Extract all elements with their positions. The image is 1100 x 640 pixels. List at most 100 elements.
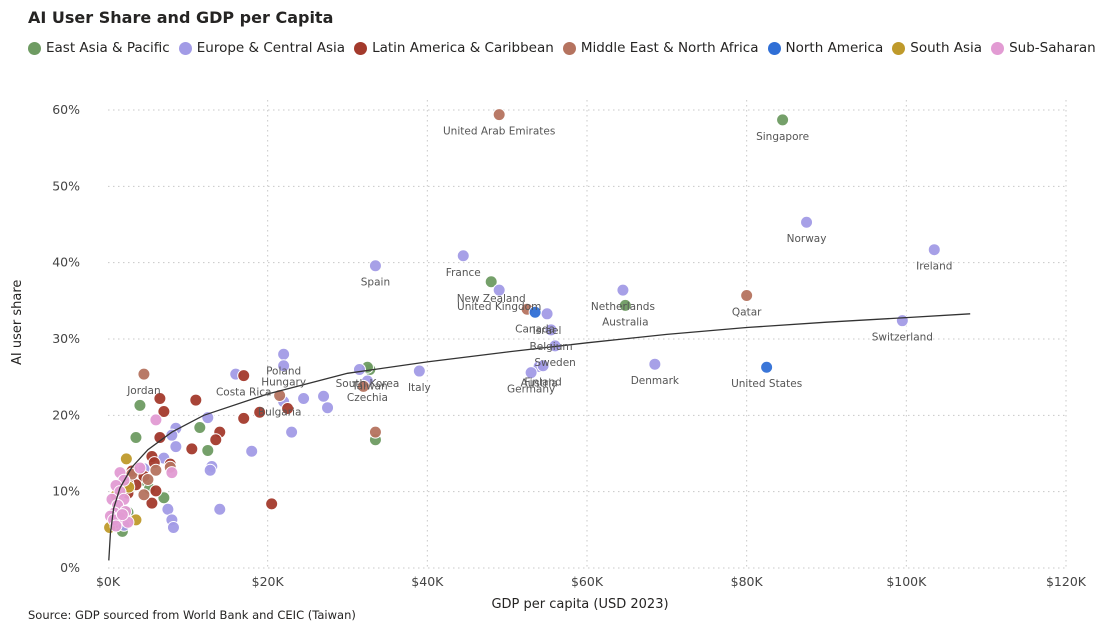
y-tick-label: 20%	[52, 407, 80, 422]
point-label: Qatar	[732, 306, 762, 318]
data-point	[273, 388, 287, 402]
legend-item[interactable]: Latin America & Caribbean	[354, 40, 554, 56]
legend-label: South Asia	[910, 40, 983, 56]
chart-title: AI User Share and GDP per Capita	[28, 8, 334, 27]
legend-marker	[28, 41, 41, 55]
data-point	[193, 421, 207, 435]
legend-item[interactable]: Sub-Saharan Africa	[991, 40, 1100, 56]
data-point	[109, 519, 123, 533]
point-label: Jordan	[126, 385, 160, 397]
point-label: France	[446, 267, 481, 279]
data-point	[265, 497, 279, 511]
data-point	[153, 430, 167, 444]
data-point	[201, 443, 215, 457]
data-point	[618, 298, 632, 312]
point-label: Austria	[521, 377, 558, 389]
legend-item[interactable]: Middle East & North Africa	[562, 40, 759, 56]
data-point	[115, 508, 129, 522]
point-label: Belgium	[530, 341, 573, 353]
data-point	[285, 425, 299, 439]
x-tick-label: $20K	[252, 574, 285, 589]
data-point	[237, 411, 251, 425]
point-label: Bulgaria	[258, 406, 302, 418]
data-point	[149, 484, 163, 498]
data-point	[169, 440, 183, 454]
x-tick-label: $60K	[571, 574, 604, 589]
data-point	[165, 466, 179, 480]
legend-label: Sub-Saharan Africa	[1009, 40, 1100, 56]
data-point	[456, 249, 470, 263]
source-note: Source: GDP sourced from World Bank and …	[28, 608, 356, 622]
point-label: Sweden	[534, 357, 576, 369]
data-point	[352, 363, 366, 377]
data-point	[740, 288, 754, 302]
y-tick-label: 0%	[60, 560, 80, 575]
x-tick-label: $120K	[1046, 574, 1087, 589]
y-tick-label: 30%	[52, 331, 80, 346]
data-point	[185, 442, 199, 456]
chart-legend: East Asia & Pacific Europe & Central Asia…	[28, 40, 1100, 56]
data-point	[927, 243, 941, 257]
data-point	[213, 502, 227, 516]
legend-label: Middle East & North Africa	[580, 40, 759, 56]
point-label: Canada	[515, 323, 555, 335]
data-point	[492, 108, 506, 122]
data-point	[368, 425, 382, 439]
data-point	[536, 359, 550, 373]
legend-item[interactable]: East Asia & Pacific	[28, 40, 170, 56]
data-point	[356, 379, 370, 393]
point-label: Costa Rica	[216, 387, 272, 399]
legend-label: North America	[785, 40, 884, 56]
trendline	[108, 313, 971, 561]
legend-item[interactable]: North America	[767, 40, 884, 56]
point-label: Germany	[507, 384, 555, 396]
legend-marker	[562, 41, 576, 55]
point-label: Ireland	[916, 261, 952, 273]
data-point	[133, 398, 147, 412]
legend-label: Europe & Central Asia	[196, 40, 346, 56]
point-label: United Kingdom	[457, 301, 541, 313]
data-point	[760, 360, 774, 374]
point-label: Israel	[533, 325, 562, 337]
legend-marker	[178, 41, 192, 55]
x-tick-label: $0K	[96, 574, 121, 589]
data-point	[166, 521, 180, 535]
legend-label: East Asia & Pacific	[46, 40, 170, 56]
point-label: Spain	[361, 277, 390, 289]
point-label: Denmark	[631, 375, 680, 387]
point-label: New Zealand	[457, 293, 526, 305]
point-label: Czechia	[347, 392, 388, 404]
legend-marker	[354, 41, 368, 55]
legend-item[interactable]: Europe & Central Asia	[178, 40, 346, 56]
data-point	[157, 405, 171, 419]
data-point	[800, 215, 814, 229]
data-point	[368, 259, 382, 273]
point-label: United States	[731, 378, 802, 390]
legend-item[interactable]: South Asia	[892, 40, 982, 56]
data-point	[484, 275, 498, 289]
point-label: Switzerland	[872, 332, 933, 344]
point-label: United Arab Emirates	[443, 126, 555, 138]
point-label: Finland	[524, 377, 562, 389]
data-point	[412, 364, 426, 378]
point-label: Hungary	[261, 377, 306, 389]
point-label: Poland	[266, 365, 301, 377]
x-tick-label: $80K	[731, 574, 764, 589]
data-point	[129, 430, 143, 444]
data-point	[321, 401, 335, 415]
data-point	[253, 405, 267, 419]
data-point	[141, 472, 155, 486]
data-point	[776, 113, 790, 127]
point-label: Singapore	[756, 131, 809, 143]
data-point	[149, 463, 163, 477]
data-point	[544, 323, 558, 337]
data-point	[895, 314, 909, 328]
point-label: Norway	[787, 233, 827, 245]
data-point	[524, 366, 538, 380]
legend-label: Latin America & Caribbean	[372, 40, 554, 56]
point-label: Taiwan	[351, 381, 388, 393]
point-label: South Korea	[336, 378, 400, 390]
data-point	[209, 433, 223, 447]
y-tick-label: 10%	[52, 484, 80, 499]
data-point	[153, 392, 167, 406]
